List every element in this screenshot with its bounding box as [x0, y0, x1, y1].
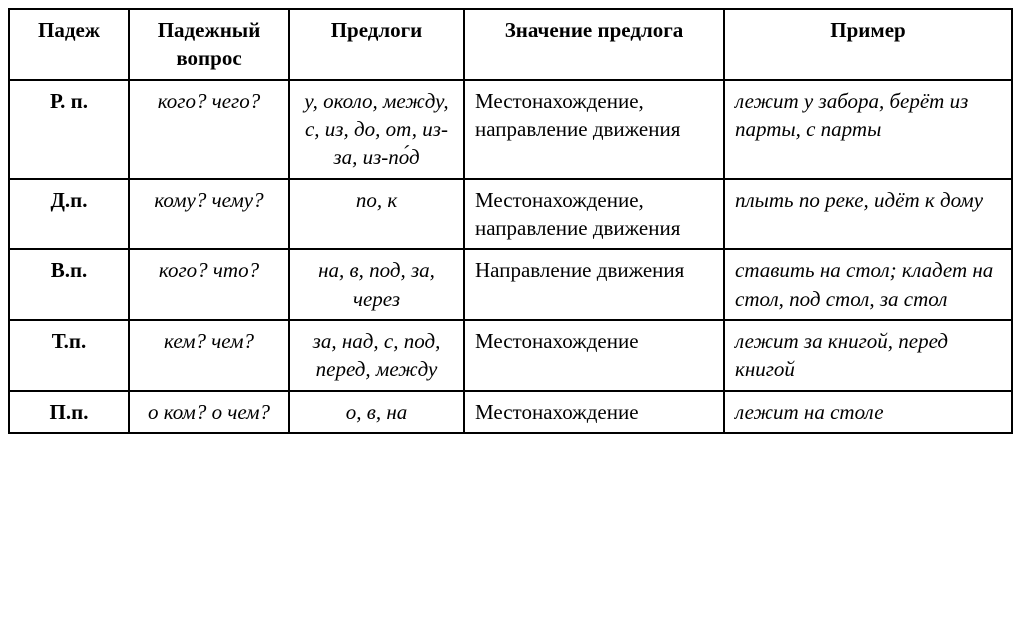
cell-meaning: Местонахождение: [464, 320, 724, 391]
cell-meaning: Местонахождение: [464, 391, 724, 433]
cell-question: кого? что?: [129, 249, 289, 320]
cell-case: П.п.: [9, 391, 129, 433]
cell-question: о ком? о чем?: [129, 391, 289, 433]
header-example: Пример: [724, 9, 1012, 80]
cell-meaning: Направление движения: [464, 249, 724, 320]
table-row: В.п. кого? что? на, в, под, за, через На…: [9, 249, 1012, 320]
cell-example: лежит у забора, берёт из парты, с парты: [724, 80, 1012, 179]
table-row: Д.п. кому? чему? по, к Местонахождение, …: [9, 179, 1012, 250]
cell-case: Т.п.: [9, 320, 129, 391]
cell-question: кому? чему?: [129, 179, 289, 250]
header-case: Падеж: [9, 9, 129, 80]
header-meaning: Значение предлога: [464, 9, 724, 80]
cell-example: плыть по реке, идёт к дому: [724, 179, 1012, 250]
cell-prepositions: на, в, под, за, через: [289, 249, 464, 320]
cases-table: Падеж Падежный вопрос Предлоги Значение …: [8, 8, 1013, 434]
cell-example: лежит за книгой, перед книгой: [724, 320, 1012, 391]
cell-example: ставить на стол; кладет на стол, под сто…: [724, 249, 1012, 320]
table-row: Т.п. кем? чем? за, над, с, под, перед, м…: [9, 320, 1012, 391]
cell-case: Д.п.: [9, 179, 129, 250]
cell-case: Р. п.: [9, 80, 129, 179]
cell-meaning: Местонахождение, направление движения: [464, 80, 724, 179]
cell-prepositions: за, над, с, под, перед, между: [289, 320, 464, 391]
header-row: Падеж Падежный вопрос Предлоги Значение …: [9, 9, 1012, 80]
cell-question: кого? чего?: [129, 80, 289, 179]
table-row: П.п. о ком? о чем? о, в, на Местонахожде…: [9, 391, 1012, 433]
cell-example: лежит на столе: [724, 391, 1012, 433]
header-prepositions: Предлоги: [289, 9, 464, 80]
cell-meaning: Местонахождение, направление движения: [464, 179, 724, 250]
cell-prepositions: по, к: [289, 179, 464, 250]
cell-prepositions: о, в, на: [289, 391, 464, 433]
cell-prepositions: у, около, между, с, из, до, от, из-за, и…: [289, 80, 464, 179]
header-question: Падежный вопрос: [129, 9, 289, 80]
cell-case: В.п.: [9, 249, 129, 320]
table-row: Р. п. кого? чего? у, около, между, с, из…: [9, 80, 1012, 179]
cell-question: кем? чем?: [129, 320, 289, 391]
